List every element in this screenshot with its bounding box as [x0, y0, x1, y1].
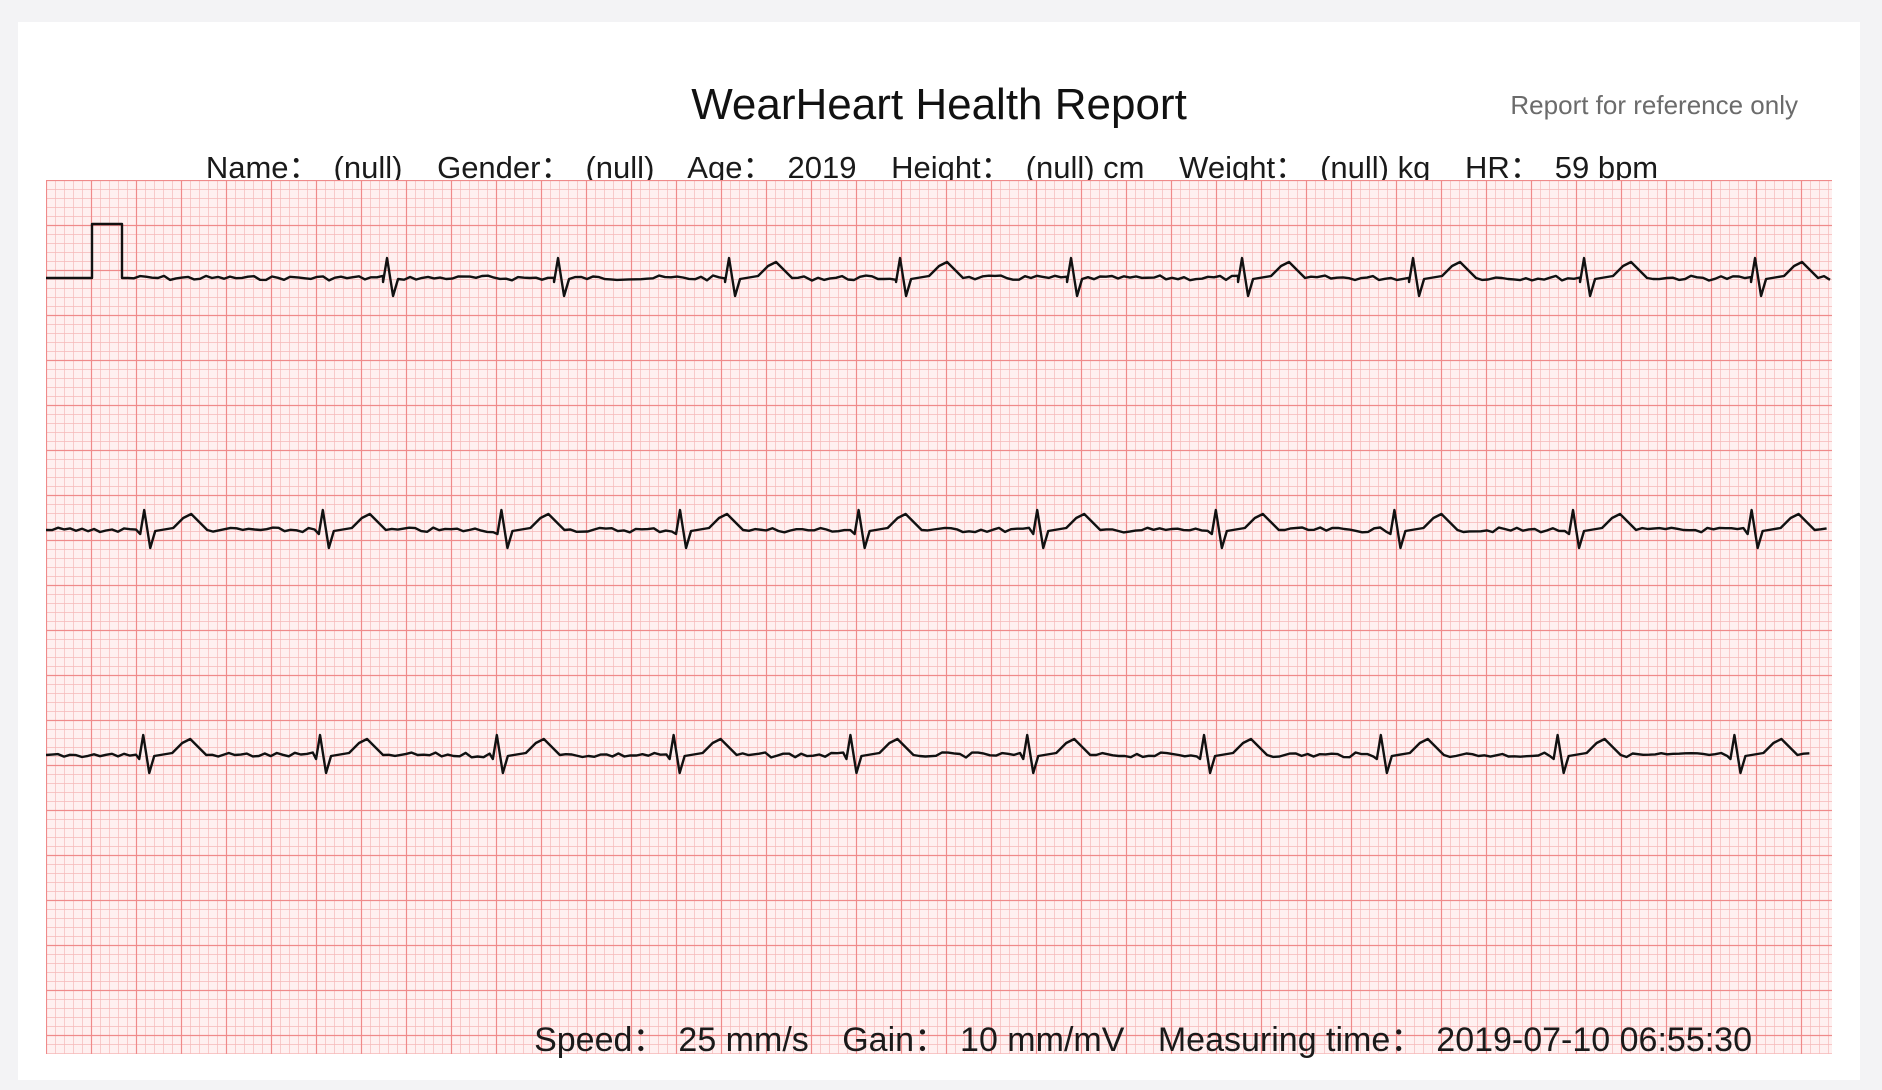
reference-disclaimer: Report for reference only	[1510, 90, 1798, 121]
gain-value: 10 mm/mV	[960, 1021, 1124, 1059]
measuring-time-label: Measuring time：	[1158, 1021, 1424, 1059]
measuring-time-value: 2019-07-10 06:55:30	[1436, 1021, 1752, 1059]
speed-value: 25 mm/s	[678, 1021, 808, 1059]
ecg-grid	[46, 180, 1832, 1054]
recording-info-line: Speed： 25 mm/s Gain： 10 mm/mV Measuring ti…	[534, 1012, 1764, 1061]
grid-background	[46, 180, 1832, 1054]
speed-label: Speed：	[534, 1021, 666, 1059]
report-sheet: WearHeart Health Report Report for refer…	[18, 22, 1860, 1080]
gain-label: Gain：	[842, 1021, 948, 1059]
